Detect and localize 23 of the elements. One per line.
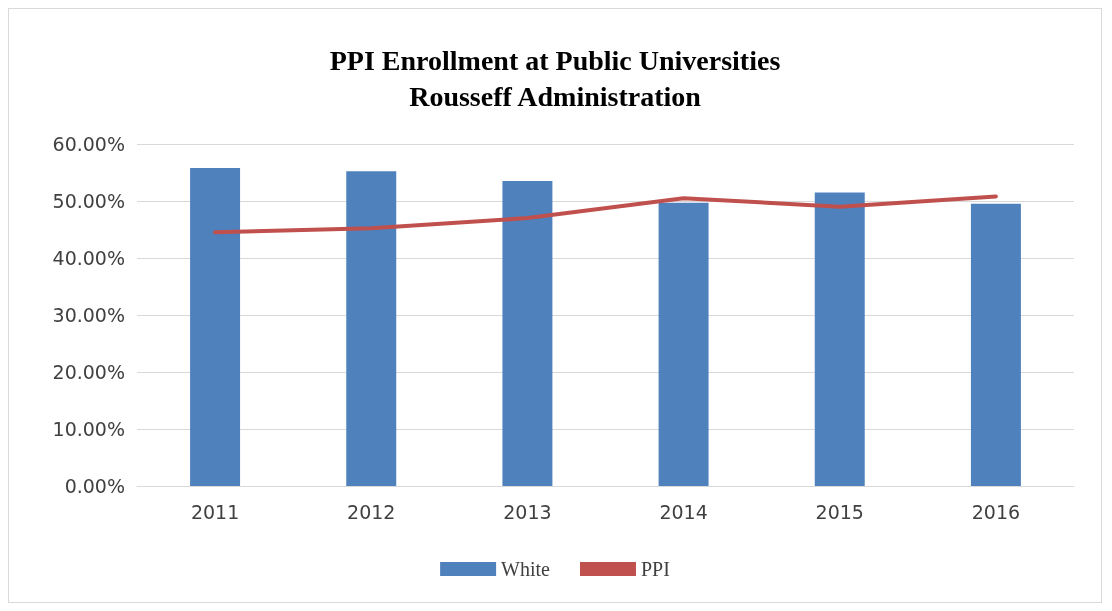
y-tick-label: 0.00% bbox=[64, 475, 125, 497]
legend-label: White bbox=[501, 558, 551, 580]
x-tick-label: 2015 bbox=[815, 500, 864, 523]
y-tick-label: 30.00% bbox=[52, 304, 125, 326]
bar bbox=[658, 202, 709, 486]
y-tick-label: 10.00% bbox=[52, 418, 125, 440]
x-tick-label: 2011 bbox=[190, 500, 240, 523]
x-tick-label: 2012 bbox=[347, 500, 396, 523]
line-series bbox=[213, 194, 998, 235]
y-tick-label: 50.00% bbox=[52, 190, 125, 212]
bar bbox=[502, 181, 553, 486]
y-tick-label: 60.00% bbox=[52, 133, 125, 155]
bar bbox=[346, 171, 397, 486]
y-tick-label: 20.00% bbox=[52, 361, 125, 383]
bar bbox=[814, 192, 865, 486]
bar bbox=[970, 203, 1021, 486]
x-tick-label: 2014 bbox=[659, 500, 708, 523]
legend-label: PPI bbox=[640, 558, 670, 580]
x-tick-label: 2013 bbox=[503, 500, 552, 523]
x-tick-label: 2016 bbox=[971, 500, 1021, 523]
chart-title: PPI Enrollment at Public Universities Rousseff Administration bbox=[329, 44, 781, 112]
y-tick-label: 40.00% bbox=[52, 247, 125, 269]
bar bbox=[190, 167, 241, 486]
